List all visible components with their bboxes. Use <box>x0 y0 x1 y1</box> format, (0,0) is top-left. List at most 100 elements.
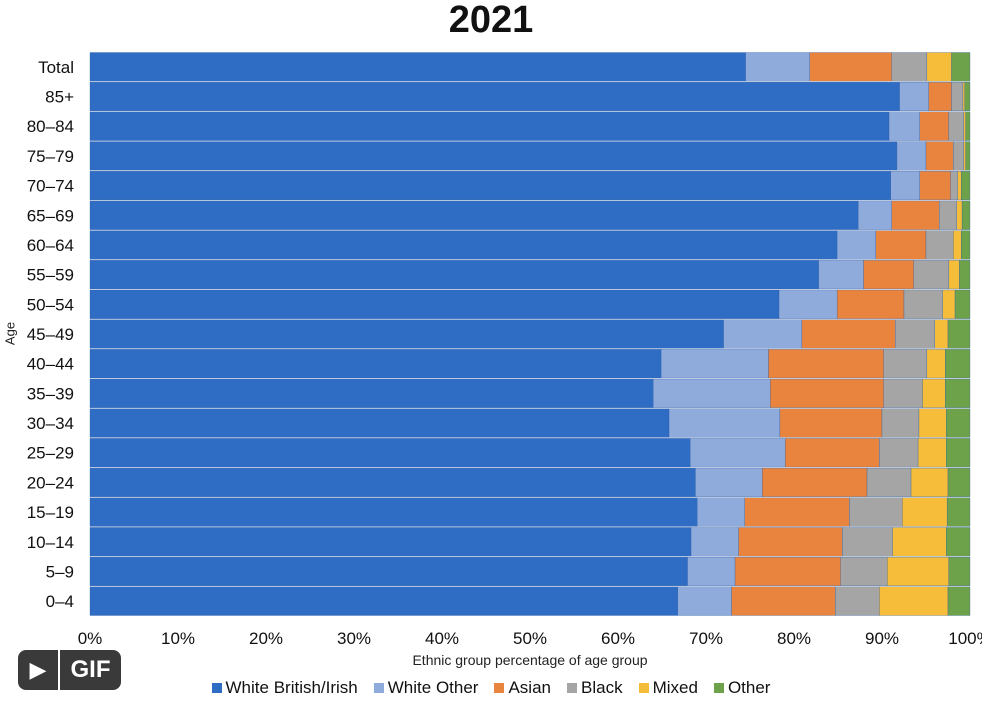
y-tick-label: 15–19 <box>27 503 74 522</box>
bar-white-other-1 <box>899 82 929 112</box>
x-tick-label: 80% <box>777 629 811 648</box>
bar-white-british-irish-0 <box>89 52 746 82</box>
bar-black-0 <box>891 52 928 82</box>
bar-black-13 <box>879 438 919 468</box>
bar-white-other-18 <box>677 586 732 616</box>
bar-black-6 <box>925 230 954 260</box>
bar-mixed-15 <box>902 497 948 527</box>
y-tick-label: 60–64 <box>27 236 74 255</box>
legend-swatch <box>494 683 505 693</box>
bar-mixed-17 <box>887 556 950 586</box>
bar-black-17 <box>840 556 888 586</box>
x-tick-label: 90% <box>865 629 899 648</box>
y-tick-label: Total <box>38 58 74 77</box>
y-tick-label: 0–4 <box>46 592 74 611</box>
bar-white-other-6 <box>836 230 876 260</box>
bar-mixed-8 <box>942 289 956 319</box>
bar-asian-4 <box>919 171 951 201</box>
bar-asian-0 <box>809 52 892 82</box>
bar-asian-7 <box>863 260 914 290</box>
legend-item: Other <box>713 678 770 698</box>
bar-asian-11 <box>770 378 884 408</box>
bar-other-10 <box>945 349 971 379</box>
bar-asian-2 <box>919 111 950 141</box>
bar-asian-6 <box>875 230 927 260</box>
bar-black-18 <box>835 586 880 616</box>
bar-black-1 <box>951 82 964 112</box>
bar-white-british-irish-3 <box>89 141 898 171</box>
y-tick-label: 20–24 <box>27 473 74 492</box>
bar-asian-18 <box>731 586 836 616</box>
bar-white-british-irish-17 <box>89 556 688 586</box>
y-tick-label: 70–74 <box>27 177 74 196</box>
legend-item: White British/Irish <box>211 678 358 698</box>
bar-white-british-irish-7 <box>89 260 819 290</box>
legend-label: Asian <box>508 678 551 697</box>
legend-swatch <box>567 683 577 693</box>
bar-other-0 <box>951 52 971 82</box>
bar-mixed-11 <box>922 378 946 408</box>
y-tick-label: 65–69 <box>27 206 74 225</box>
bar-asian-17 <box>734 556 841 586</box>
bar-asian-3 <box>925 141 954 171</box>
bar-other-18 <box>947 586 971 616</box>
legend-label: Mixed <box>652 678 698 697</box>
y-tick-label: 75–79 <box>27 147 74 166</box>
bar-mixed-4 <box>957 171 962 201</box>
bar-white-other-9 <box>723 319 803 349</box>
bar-asian-15 <box>744 497 850 527</box>
bar-other-1 <box>964 82 971 112</box>
legend-swatch <box>713 683 724 693</box>
bar-asian-14 <box>762 467 868 497</box>
bar-other-3 <box>965 141 971 171</box>
y-tick-label: 35–39 <box>27 384 74 403</box>
bar-white-other-0 <box>745 52 810 82</box>
legend-swatch <box>211 683 222 693</box>
y-axis-label: Age <box>2 321 18 346</box>
legend-label: Black <box>581 678 623 697</box>
gif-play-button[interactable]: ▶ GIF <box>18 650 121 690</box>
bar-other-9 <box>947 319 971 349</box>
bar-black-15 <box>849 497 903 527</box>
bar-white-british-irish-18 <box>89 586 678 616</box>
bar-mixed-12 <box>918 408 947 438</box>
bar-white-other-2 <box>888 111 920 141</box>
bar-white-other-12 <box>668 408 781 438</box>
bar-white-british-irish-5 <box>89 200 859 230</box>
bar-white-british-irish-12 <box>89 408 670 438</box>
bar-white-other-15 <box>697 497 745 527</box>
bar-other-6 <box>961 230 971 260</box>
bar-mixed-10 <box>926 349 946 379</box>
y-tick-label: 45–49 <box>27 325 74 344</box>
bar-white-other-11 <box>653 378 771 408</box>
bar-other-15 <box>946 497 971 527</box>
x-tick-label: 20% <box>249 629 283 648</box>
y-tick-label: 80–84 <box>27 117 74 136</box>
x-tick-label: 30% <box>337 629 371 648</box>
bar-other-4 <box>961 171 971 201</box>
y-tick-label: 5–9 <box>46 562 74 581</box>
play-icon: ▶ <box>18 650 60 690</box>
bar-white-other-17 <box>687 556 736 586</box>
bar-mixed-6 <box>953 230 962 260</box>
chart-legend: White British/Irish White Other Asian Black… <box>0 678 982 698</box>
bar-other-12 <box>946 408 971 438</box>
x-tick-label: 50% <box>513 629 547 648</box>
bar-mixed-1 <box>962 82 965 112</box>
bar-black-10 <box>883 349 928 379</box>
x-tick-label: 70% <box>689 629 723 648</box>
x-tick-label: 40% <box>425 629 459 648</box>
bar-white-british-irish-13 <box>89 438 691 468</box>
bar-white-other-14 <box>695 467 763 497</box>
bar-white-british-irish-6 <box>89 230 838 260</box>
legend-swatch <box>638 683 649 693</box>
bar-asian-12 <box>779 408 883 438</box>
bar-other-11 <box>945 378 971 408</box>
x-axis-label: Ethnic group percentage of age group <box>412 652 648 668</box>
bar-white-british-irish-10 <box>89 349 662 379</box>
y-tick-label: 30–34 <box>27 414 74 433</box>
bar-black-7 <box>913 260 950 290</box>
bar-asian-13 <box>785 438 880 468</box>
bar-white-british-irish-11 <box>89 378 654 408</box>
